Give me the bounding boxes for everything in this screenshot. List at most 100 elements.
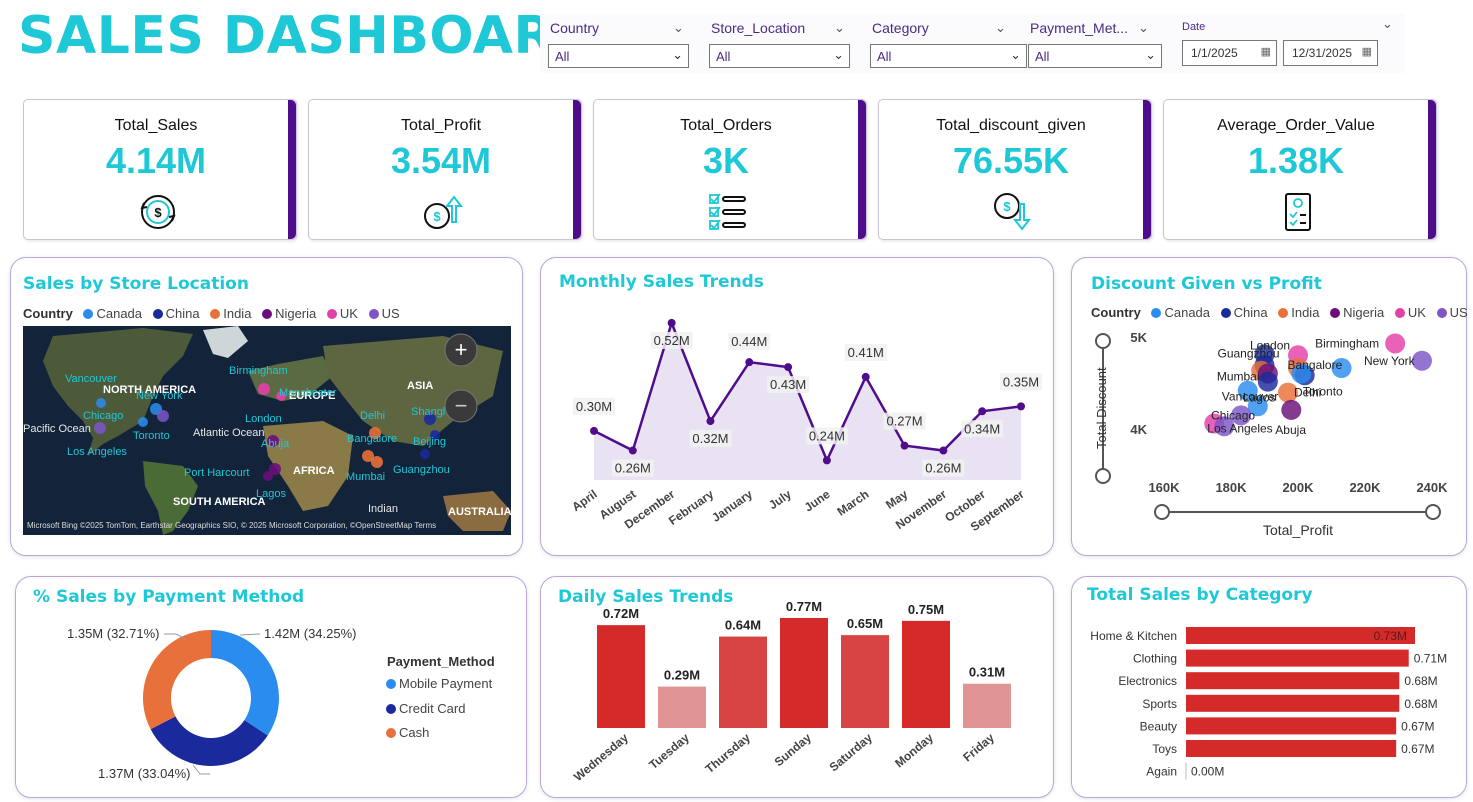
data-label: 0.44M [731,334,767,349]
data-label: 0.24M [809,428,845,443]
kpi-label: Total_Profit [400,117,482,134]
slicer-dropdown[interactable]: All ⌄ [709,44,850,68]
scatter-point [1247,396,1268,417]
bar [1186,717,1397,735]
legend-item[interactable]: Canada [96,306,143,321]
kpi-accent-bar [1428,100,1436,239]
city-label: Birmingham [229,365,288,377]
ocean-label: Atlantic Ocean [193,427,265,439]
filter-bar: Country ⌄ All ⌄ Store_Location ⌄ All ⌄ Cat… [540,14,1405,73]
monthly-line-chart[interactable]: 0.30MApril0.26MAugust0.52MDecember0.32MF… [541,258,1053,555]
slicer-dropdown[interactable]: All ⌄ [1028,44,1162,68]
point-label: Lagos [1243,391,1276,405]
x-tick-label: Sunday [772,730,814,769]
legend-item-cash[interactable]: Cash [386,725,429,740]
legend-item[interactable]: India [223,306,252,321]
slicer-dropdown[interactable]: All ⌄ [548,44,689,68]
city-label: Bangalore [347,433,397,445]
bar [1186,740,1397,757]
scatter-legend: Country Canada China India Nigeria UK US [1091,305,1468,320]
scatter-chart[interactable]: Total Discount 5K 4K 160K 180K 200K 220K 240K To… [1072,258,1466,555]
y-tick-label: Home & Kitchen [1090,629,1177,643]
calendar-icon[interactable]: ▦ [1361,46,1372,58]
legend-item[interactable]: Nigeria [275,306,317,321]
chevron-down-icon[interactable]: ⌄ [1138,20,1149,35]
data-label-bg [728,333,771,351]
slicer-dropdown[interactable]: All ⌄ [870,44,1027,68]
category-bar-chart[interactable]: Home & Kitchen 0.73M Clothing 0.71M Electron… [1072,577,1466,797]
leader-line [239,633,261,636]
map-bubble [371,456,383,468]
x-tick-label: 220K [1349,480,1381,495]
end-date-input[interactable]: 12/31/2025 ▦ [1283,40,1378,66]
data-label: 0.64M [725,618,761,633]
legend-item-credit[interactable]: Credit Card [386,701,465,716]
legend-item[interactable]: UK [1407,305,1426,320]
page-title: SALES DASHBOARD [18,6,598,66]
chevron-down-icon[interactable]: ⌄ [673,20,684,35]
map-bubbles [94,383,440,481]
card-title: Discount Given vs Profit [1091,274,1322,294]
city-label: Abuja [261,438,290,450]
bar [1186,649,1409,667]
slicer-value: All [1035,49,1050,64]
chevron-down-icon[interactable]: ⌄ [834,20,845,35]
map-bubble [276,391,286,401]
legend-item[interactable]: UK [339,306,358,321]
zoom-out-button[interactable]: − [444,389,478,423]
zoom-in-button[interactable]: + [444,333,478,367]
kpi-card-total-discount: Total_discount_given 76.55K $ [878,99,1152,240]
bar [963,683,1011,728]
donut-slice [150,716,268,766]
slicer-label: Country [550,20,600,36]
slice-label: 1.35M (32.71%) [67,626,160,641]
legend-item[interactable]: US [381,306,400,321]
data-label: 0.29M [664,668,700,683]
world-map[interactable]: NORTH AMERICA EUROPE ASIA AFRICA SOUTH A… [23,326,511,535]
calendar-icon[interactable]: ▦ [1260,46,1271,58]
data-label-bg [961,420,1004,438]
point-label: Abuja [1275,423,1306,437]
y-slider-handle [1095,468,1111,484]
slicer-value: All [877,49,892,64]
kpi-label: Total_Sales [114,117,198,134]
point-label: Delhi [1294,386,1321,400]
legend-item-mobile[interactable]: Mobile Payment [386,676,492,691]
payment-donut-chart[interactable]: 1.42M (34.25%) 1.37M (33.04%) 1.35M (32.71… [16,577,526,797]
bar [658,686,706,728]
bar [1186,627,1415,644]
legend-item[interactable]: China [1233,305,1268,320]
x-tick-label: 180K [1215,480,1247,495]
legend-item[interactable]: China [165,306,200,321]
y-tick-label: Sports [1142,697,1177,711]
ocean-label: Pacific Ocean [23,423,91,435]
data-label: 0.30M [576,399,612,414]
point-label: Guangzhou [1218,346,1280,360]
map-bubble [430,430,440,440]
daily-bar-chart[interactable]: 0.72M Wednesday 0.29M Tuesday 0.64M Thursday 0… [541,577,1053,797]
scatter-point [1277,382,1298,403]
map-card: Sales by Store Location Country Canada C… [10,257,523,556]
start-date-input[interactable]: 1/1/2025 ▦ [1182,40,1277,66]
chevron-down-icon[interactable]: ⌄ [1382,16,1393,31]
city-label: London [245,413,282,425]
greenland-land [203,326,248,358]
city-label: Los Angeles [67,446,127,458]
legend-item[interactable]: Nigeria [1343,305,1385,320]
chevron-down-icon[interactable]: ⌄ [995,20,1006,35]
legend-item[interactable]: US [1449,305,1468,320]
map-bubble [269,463,281,475]
legend-item[interactable]: Canada [1164,305,1211,320]
x-tick-label: 200K [1282,480,1314,495]
chevron-down-icon: ⌄ [672,47,683,62]
point-label: Toronto [1303,384,1343,398]
point-label: Mumbai [1217,369,1260,383]
point-label: Bangalore [1288,358,1343,372]
australia-land [443,491,511,531]
x-tick-label: Tuesday [646,730,692,772]
y-axis-label: Total Discount [1094,367,1109,449]
legend-item[interactable]: India [1291,305,1320,320]
city-label: Guangzhou [393,464,450,476]
x-tick-label: June [802,487,833,515]
line-point [590,426,598,435]
